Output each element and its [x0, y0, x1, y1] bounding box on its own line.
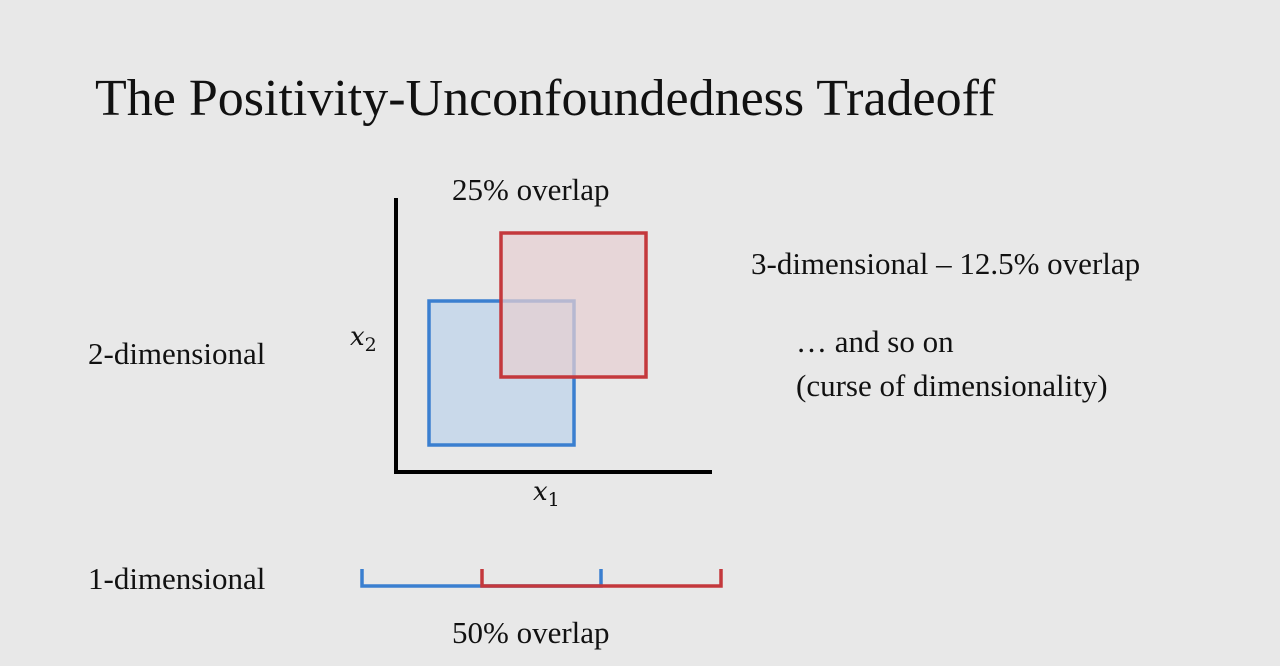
two-dim-label: 2-dimensional [88, 336, 266, 371]
red-interval-bracket [480, 569, 723, 588]
y-axis-var: x [350, 322, 365, 352]
curse-of-dimensionality-text: (curse of dimensionality) [796, 368, 1108, 403]
x-axis-var: x [533, 477, 548, 507]
slide-title: The Positivity-Unconfoundedness Tradeoff [95, 70, 996, 127]
and-so-on-text: … and so on [796, 324, 954, 359]
y-axis-label: x2 [350, 322, 377, 357]
one-dim-label: 1-dimensional [88, 561, 266, 596]
y-axis-sub: 2 [364, 334, 377, 356]
x-axis-sub: 1 [547, 489, 560, 511]
x-axis-label: x1 [533, 477, 560, 512]
red-region-box [499, 231, 648, 379]
three-dim-label: 3-dimensional – 12.5% overlap [751, 246, 1141, 281]
two-dim-overlap-label: 25% overlap [452, 172, 610, 207]
one-dim-overlap-label: 50% overlap [452, 615, 610, 650]
